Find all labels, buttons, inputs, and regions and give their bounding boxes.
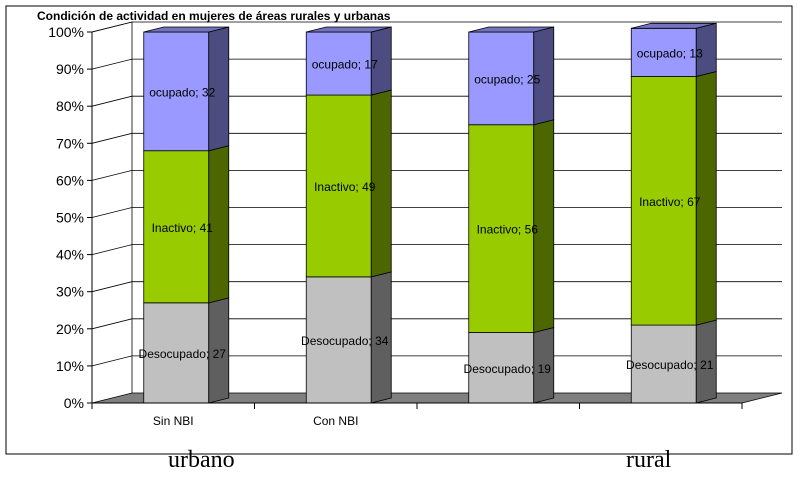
bar-top-ocupado xyxy=(468,26,554,33)
y-tick-label: 60% xyxy=(56,172,84,188)
data-label-ocupado: ocupado; 32 xyxy=(149,85,215,99)
wall-gridline-side xyxy=(91,244,133,255)
wall-gridline-side xyxy=(91,281,133,293)
wall-gridline-side xyxy=(91,58,133,70)
bar-segment-desocupado xyxy=(468,332,535,404)
y-tick-label: 90% xyxy=(56,61,84,77)
x-tick-label: Sin NBI xyxy=(153,414,194,428)
y-tick-label: 100% xyxy=(48,24,84,40)
x-tick-label: Con NBI xyxy=(313,414,358,428)
y-tick-label: 20% xyxy=(56,321,84,337)
y-tick-label: 30% xyxy=(56,284,84,300)
bar-top-ocupado xyxy=(306,26,392,33)
group-label-urbano: urbano xyxy=(168,447,235,473)
y-tick-label: 70% xyxy=(56,135,84,151)
bar-segment-desocupado xyxy=(305,276,372,404)
y-tick-label: 40% xyxy=(56,247,84,263)
data-label-desocupado: Desocupado; 27 xyxy=(139,347,227,361)
y-axis: 0% 10% 20% 30% 40% 50% 60% 70% 80% 90% 100% xyxy=(48,24,93,411)
bar-segment-inactivo xyxy=(468,124,535,333)
wall-gridline-side xyxy=(91,95,133,107)
data-label-desocupado: Desocupado; 21 xyxy=(626,358,714,372)
data-label-desocupado: Desocupado; 19 xyxy=(464,362,552,376)
data-label-inactivo: Inactivo; 67 xyxy=(639,195,701,209)
wall-gridline-side xyxy=(91,170,133,181)
y-tick-label: 50% xyxy=(56,210,84,226)
y-tick-label: 80% xyxy=(56,98,84,114)
y-tick-label: 10% xyxy=(56,358,84,374)
data-label-ocupado: ocupado; 17 xyxy=(312,58,378,72)
bar-segment-ocupado xyxy=(468,31,535,126)
data-label-desocupado: Desocupado; 34 xyxy=(301,334,389,348)
group-label-rural: rural xyxy=(626,447,672,473)
data-label-ocupado: ocupado; 13 xyxy=(637,46,703,60)
data-label-inactivo: Inactivo; 41 xyxy=(152,221,214,235)
bars xyxy=(143,22,717,404)
data-label-ocupado: ocupado; 25 xyxy=(474,72,540,86)
bar-top-ocupado xyxy=(631,22,717,29)
wall-gridline-side xyxy=(91,132,133,144)
data-label-inactivo: Inactivo; 56 xyxy=(477,223,539,237)
bar-segment-inactivo xyxy=(305,94,372,278)
x-axis: Sin NBI Con NBI xyxy=(91,402,743,428)
wall-gridline-side xyxy=(91,318,133,330)
bar-segment-desocupado xyxy=(143,302,210,404)
chart-title: Condición de actividad en mujeres de áre… xyxy=(37,9,391,23)
y-tick-label: 0% xyxy=(64,395,84,411)
wall-gridline-side xyxy=(91,355,133,367)
bar-labels: Desocupado; 27 Inactivo; 41 ocupado; 32 Des… xyxy=(139,46,714,375)
data-label-inactivo: Inactivo; 49 xyxy=(314,180,376,194)
wall-gridline-side xyxy=(91,207,133,218)
wall-top-edge xyxy=(91,21,133,33)
bar-top-ocupado xyxy=(143,26,229,33)
